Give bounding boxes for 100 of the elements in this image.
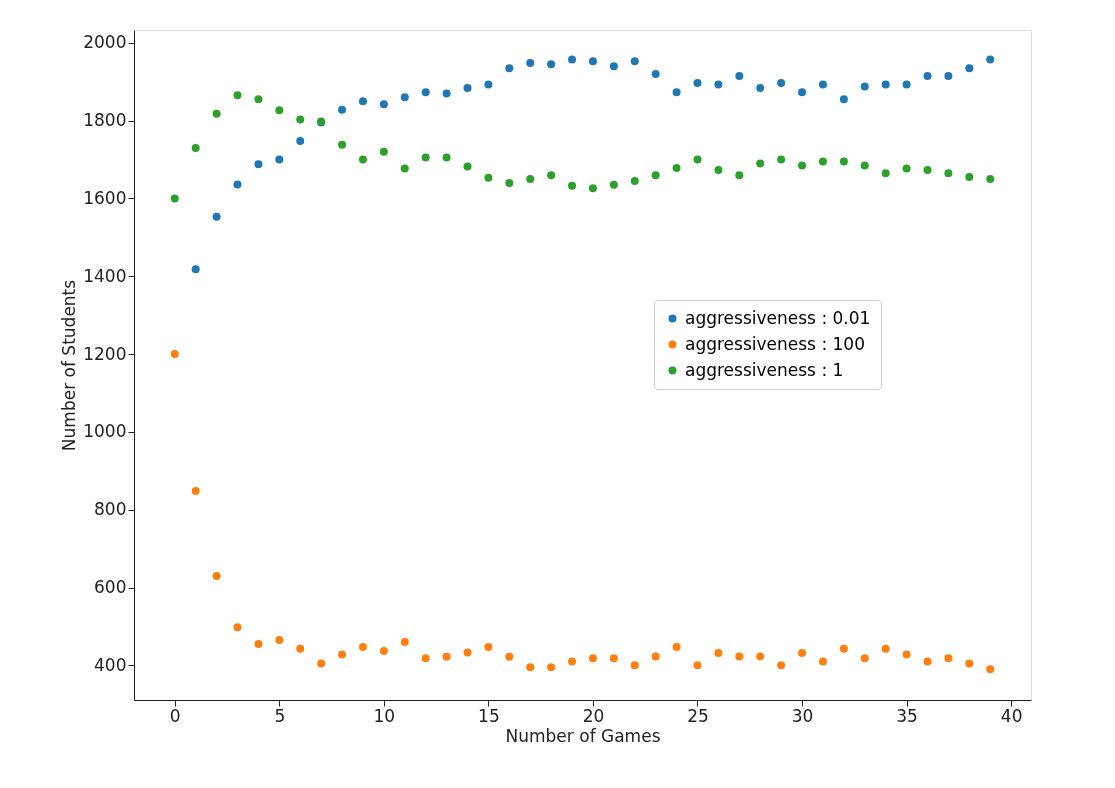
point xyxy=(798,648,807,657)
point xyxy=(233,180,242,189)
y-tick-label: 400 xyxy=(94,654,127,675)
point xyxy=(588,57,597,66)
point xyxy=(338,105,347,114)
point xyxy=(651,652,660,661)
point xyxy=(839,157,848,166)
point xyxy=(902,650,911,659)
point xyxy=(777,155,786,164)
point xyxy=(400,164,409,173)
point xyxy=(860,82,869,91)
x-axis-title: Number of Games xyxy=(505,725,661,746)
y-tick-label: 1600 xyxy=(83,187,127,208)
point xyxy=(547,663,556,672)
point xyxy=(630,57,639,66)
point xyxy=(421,88,430,97)
point xyxy=(881,80,890,89)
point xyxy=(400,638,409,647)
point xyxy=(212,571,221,580)
point xyxy=(777,661,786,670)
point xyxy=(735,71,744,80)
point xyxy=(547,60,556,69)
point xyxy=(986,665,995,674)
point xyxy=(296,115,305,124)
point xyxy=(756,83,765,92)
point xyxy=(714,80,723,89)
point xyxy=(714,166,723,175)
x-tick-label: 15 xyxy=(478,705,500,726)
point xyxy=(505,652,514,661)
point xyxy=(568,55,577,64)
point xyxy=(923,71,932,80)
point xyxy=(275,106,284,115)
y-axis-title: Number of Students xyxy=(59,279,80,452)
point xyxy=(547,171,556,180)
point xyxy=(421,654,430,663)
point xyxy=(818,157,827,166)
point xyxy=(421,153,430,162)
point xyxy=(379,646,388,655)
x-tick-label: 0 xyxy=(169,705,181,726)
point xyxy=(379,147,388,156)
point xyxy=(317,659,326,668)
point xyxy=(191,265,200,274)
point xyxy=(463,83,472,92)
point xyxy=(839,644,848,653)
x-tick-label: 30 xyxy=(791,705,814,726)
point xyxy=(944,71,953,80)
point xyxy=(296,136,305,145)
point xyxy=(902,80,911,89)
point xyxy=(191,143,200,152)
point xyxy=(965,659,974,668)
y-tick-label: 1400 xyxy=(83,265,127,286)
point xyxy=(463,162,472,171)
y-tick-label: 600 xyxy=(94,577,127,598)
point xyxy=(651,171,660,180)
point xyxy=(568,657,577,666)
point xyxy=(588,184,597,193)
point xyxy=(860,161,869,170)
point xyxy=(944,169,953,178)
point xyxy=(860,654,869,663)
point xyxy=(777,78,786,87)
point xyxy=(505,64,514,73)
point xyxy=(484,173,493,182)
point xyxy=(923,657,932,666)
point xyxy=(233,623,242,632)
point xyxy=(965,173,974,182)
y-tick-label: 800 xyxy=(94,499,127,520)
point xyxy=(191,487,200,496)
x-tick-label: 10 xyxy=(373,705,396,726)
point xyxy=(379,100,388,109)
point xyxy=(965,64,974,73)
x-tick-label: 25 xyxy=(687,705,709,726)
point xyxy=(442,89,451,98)
legend-label: aggressiveness : 0.01 xyxy=(685,307,871,328)
x-tick-label: 5 xyxy=(274,705,286,726)
point xyxy=(275,636,284,645)
point xyxy=(839,95,848,104)
point xyxy=(588,654,597,663)
x-tick-label: 35 xyxy=(896,705,918,726)
point xyxy=(463,648,472,657)
point xyxy=(714,648,723,657)
point xyxy=(338,140,347,149)
point xyxy=(254,639,263,648)
point xyxy=(170,350,179,359)
point xyxy=(902,164,911,173)
point xyxy=(609,654,618,663)
point xyxy=(630,176,639,185)
point xyxy=(400,93,409,102)
x-tick-label: 40 xyxy=(1000,705,1023,726)
y-tick-label: 1000 xyxy=(83,421,127,442)
point xyxy=(170,194,179,203)
point xyxy=(756,652,765,661)
legend-label: aggressiveness : 100 xyxy=(685,333,865,354)
point xyxy=(212,109,221,118)
y-tick-label: 1200 xyxy=(83,343,127,364)
point xyxy=(672,164,681,173)
point xyxy=(358,643,367,652)
legend-label: aggressiveness : 1 xyxy=(685,359,844,380)
point xyxy=(212,212,221,221)
point xyxy=(798,161,807,170)
point xyxy=(526,663,535,672)
